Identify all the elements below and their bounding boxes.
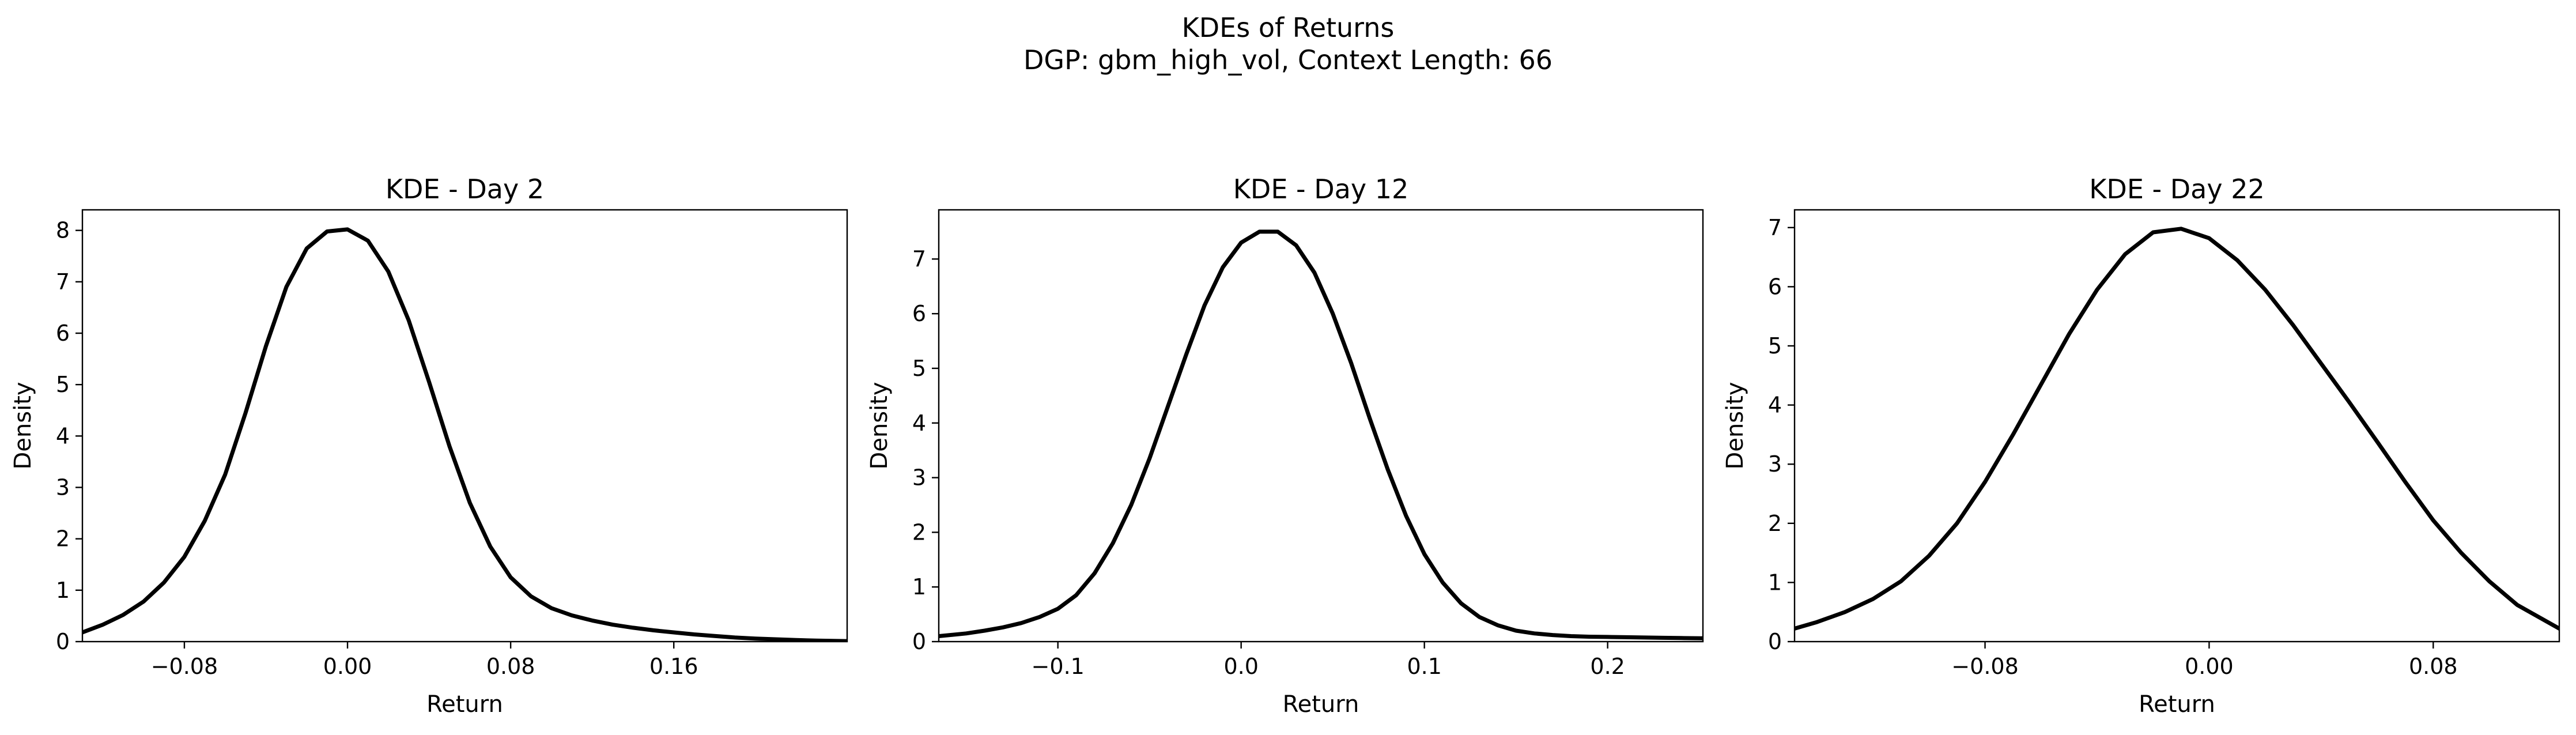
plot-frame	[1793, 209, 2560, 643]
plot-frame	[81, 209, 848, 643]
chart-panel-2: KDE - Day 12 −0.1 0.0 0.1 0.2 0 1 2 3 4 5 6 7 Return D…	[866, 174, 1704, 718]
y-axis-label: Density	[1722, 382, 1748, 469]
y-tick-label: 7	[912, 246, 926, 272]
y-tick-label: 4	[56, 423, 70, 448]
y-tick-label: 6	[912, 301, 926, 326]
chart-panel-3: KDE - Day 22 −0.08 0.00 0.08 0 1 2 3 4 5 6 7 Return D…	[1722, 174, 2560, 718]
kde-line	[82, 227, 847, 642]
y-tick-label: 1	[1768, 570, 1782, 595]
x-tick-label: −0.08	[1951, 654, 2018, 679]
figure-title: KDEs of Returns	[1181, 12, 1395, 43]
x-tick-label: 0.2	[1590, 654, 1625, 679]
y-tick-label: 6	[1768, 274, 1782, 299]
x-tick-label: 0.00	[2185, 654, 2234, 679]
y-tick-label: 3	[1768, 451, 1782, 477]
y-tick-label: 1	[912, 574, 926, 600]
chart-panel-1: KDE - Day 2 −0.08 0.00 0.08 0.16 0 1 2 3 4 5 6 7 8 Ret…	[10, 174, 848, 718]
kde-line	[939, 229, 1703, 640]
y-tick-label: 0	[1768, 629, 1782, 654]
x-tick-label: −0.08	[151, 654, 218, 679]
y-tick-label: 5	[56, 372, 70, 397]
y-tick-label: 8	[56, 218, 70, 243]
y-tick-label: 7	[56, 269, 70, 295]
x-axis-label: Return	[1283, 691, 1359, 718]
chart-title: KDE - Day 2	[386, 174, 544, 205]
figure-subtitle: DGP: gbm_high_vol, Context Length: 66	[1023, 44, 1553, 76]
y-tick-label: 2	[1768, 511, 1782, 536]
y-tick-label: 6	[56, 321, 70, 346]
y-tick-label: 3	[56, 475, 70, 500]
y-tick-label: 3	[912, 465, 926, 491]
x-tick-label: 0.08	[486, 654, 535, 679]
y-axis-label: Density	[10, 382, 36, 469]
y-tick-label: 5	[912, 356, 926, 381]
chart-title: KDE - Day 12	[1233, 174, 1408, 205]
y-tick-label: 4	[1768, 393, 1782, 418]
x-tick-label: −0.1	[1032, 654, 1085, 679]
kde-line	[1795, 227, 2559, 631]
x-tick-label: 0.1	[1407, 654, 1441, 679]
y-tick-label: 7	[1768, 215, 1782, 240]
x-tick-label: 0.08	[2409, 654, 2458, 679]
chart-title: KDE - Day 22	[2089, 174, 2264, 205]
x-tick-label: 0.16	[649, 654, 698, 679]
x-tick-label: 0.00	[323, 654, 372, 679]
y-tick-label: 5	[1768, 333, 1782, 359]
y-tick-label: 2	[56, 526, 70, 552]
y-tick-label: 2	[912, 519, 926, 545]
x-axis-label: Return	[2139, 691, 2215, 718]
plot-frame	[938, 209, 1704, 643]
x-axis-label: Return	[426, 691, 503, 718]
y-tick-label: 4	[912, 410, 926, 436]
y-tick-label: 0	[56, 629, 70, 654]
y-tick-label: 1	[56, 578, 70, 603]
x-tick-label: 0.0	[1223, 654, 1258, 679]
y-tick-label: 0	[912, 629, 926, 654]
y-axis-label: Density	[866, 382, 893, 469]
